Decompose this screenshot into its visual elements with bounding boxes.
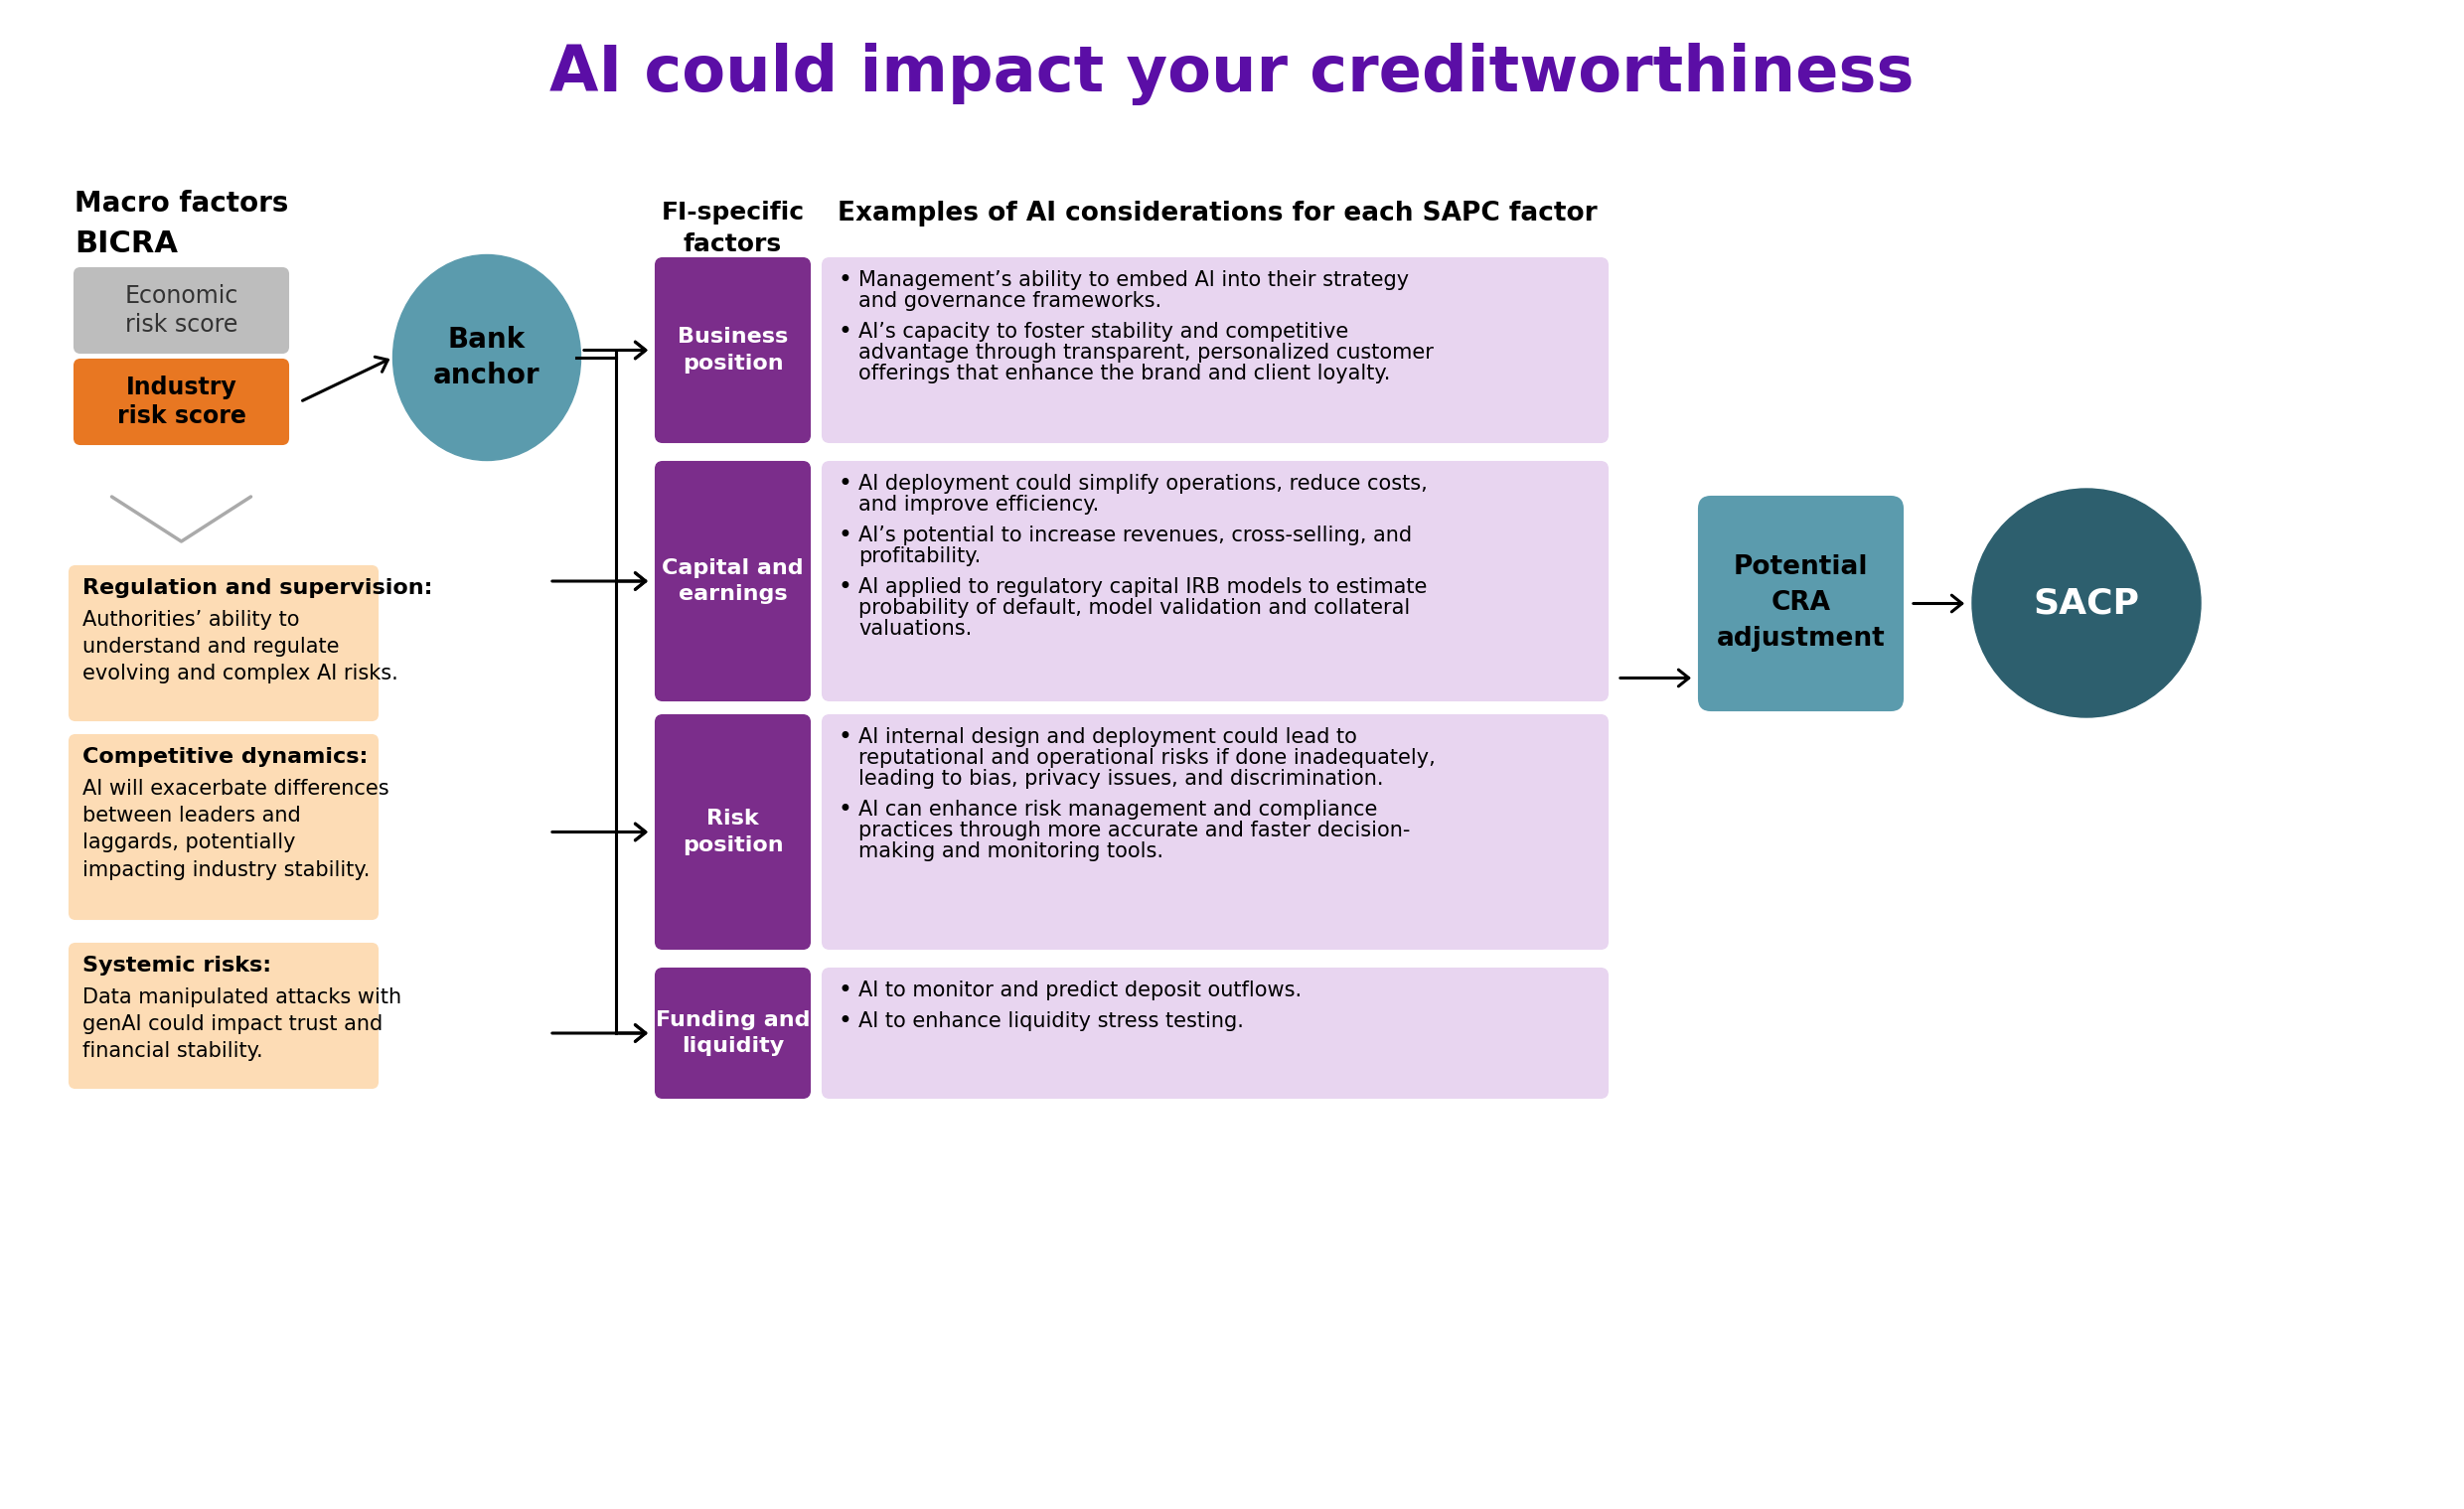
Text: •: • [838,798,853,821]
FancyBboxPatch shape [823,258,1607,442]
Text: •: • [838,269,853,293]
Text: AI applied to regulatory capital IRB models to estimate: AI applied to regulatory capital IRB mod… [857,576,1427,598]
Text: valuations.: valuations. [857,619,971,638]
Text: AI to enhance liquidity stress testing.: AI to enhance liquidity stress testing. [857,1011,1244,1031]
Text: Macro factors: Macro factors [74,190,288,217]
Text: AI deployment could simplify operations, reduce costs,: AI deployment could simplify operations,… [857,474,1427,493]
Text: advantage through transparent, personalized customer: advantage through transparent, personali… [857,343,1434,362]
FancyBboxPatch shape [74,359,288,444]
Text: Systemic risks:: Systemic risks: [81,955,271,975]
Text: Funding and
liquidity: Funding and liquidity [655,1010,811,1056]
Text: Bank
anchor: Bank anchor [434,326,540,389]
Text: leading to bias, privacy issues, and discrimination.: leading to bias, privacy issues, and dis… [857,770,1382,789]
FancyBboxPatch shape [69,735,377,919]
Text: Business
position: Business position [678,327,788,373]
Text: FI-specific
factors: FI-specific factors [660,201,803,257]
Text: Economic
risk score: Economic risk score [126,284,239,337]
Text: AI will exacerbate differences
between leaders and
laggards, potentially
impacti: AI will exacerbate differences between l… [81,779,389,880]
Text: Examples of AI considerations for each SAPC factor: Examples of AI considerations for each S… [838,201,1597,226]
Circle shape [1971,489,2200,717]
Text: Capital and
earnings: Capital and earnings [663,558,803,604]
FancyBboxPatch shape [823,715,1607,949]
Text: AI can enhance risk management and compliance: AI can enhance risk management and compl… [857,800,1377,819]
Text: probability of default, model validation and collateral: probability of default, model validation… [857,598,1409,617]
FancyBboxPatch shape [655,258,811,442]
Text: making and monitoring tools.: making and monitoring tools. [857,842,1163,862]
Text: AI to monitor and predict deposit outflows.: AI to monitor and predict deposit outflo… [857,981,1301,1000]
FancyBboxPatch shape [823,969,1607,1097]
FancyBboxPatch shape [69,566,377,720]
Text: Industry
risk score: Industry risk score [116,376,246,429]
FancyBboxPatch shape [1700,496,1902,711]
Text: AI could impact your creditworthiness: AI could impact your creditworthiness [549,44,1915,106]
Text: AI internal design and deployment could lead to: AI internal design and deployment could … [857,727,1358,747]
Ellipse shape [392,255,582,460]
Text: Competitive dynamics:: Competitive dynamics: [81,747,367,767]
Text: profitability.: profitability. [857,546,981,566]
FancyBboxPatch shape [655,715,811,949]
Text: BICRA: BICRA [74,229,177,258]
Text: Potential
CRA
adjustment: Potential CRA adjustment [1717,555,1885,652]
Text: Management’s ability to embed AI into their strategy: Management’s ability to embed AI into th… [857,270,1409,290]
Text: •: • [838,726,853,748]
Text: and improve efficiency.: and improve efficiency. [857,495,1099,515]
FancyBboxPatch shape [655,462,811,700]
FancyBboxPatch shape [74,269,288,353]
Text: AI’s potential to increase revenues, cross-selling, and: AI’s potential to increase revenues, cro… [857,525,1412,545]
Text: •: • [838,1010,853,1034]
Text: •: • [838,320,853,344]
Text: •: • [838,978,853,1002]
Text: offerings that enhance the brand and client loyalty.: offerings that enhance the brand and cli… [857,364,1390,383]
FancyBboxPatch shape [655,969,811,1097]
FancyBboxPatch shape [823,462,1607,700]
Text: •: • [838,472,853,496]
Text: Risk
position: Risk position [683,809,784,856]
Text: Data manipulated attacks with
genAI could impact trust and
financial stability.: Data manipulated attacks with genAI coul… [81,987,402,1061]
Text: Regulation and supervision:: Regulation and supervision: [81,578,434,598]
Text: SACP: SACP [2033,585,2139,620]
Text: reputational and operational risks if done inadequately,: reputational and operational risks if do… [857,748,1437,768]
FancyBboxPatch shape [69,943,377,1088]
Text: •: • [838,524,853,548]
Text: and governance frameworks.: and governance frameworks. [857,291,1161,311]
Text: •: • [838,575,853,599]
Text: practices through more accurate and faster decision-: practices through more accurate and fast… [857,821,1409,841]
Text: Authorities’ ability to
understand and regulate
evolving and complex AI risks.: Authorities’ ability to understand and r… [81,610,399,684]
Text: AI’s capacity to foster stability and competitive: AI’s capacity to foster stability and co… [857,321,1348,341]
